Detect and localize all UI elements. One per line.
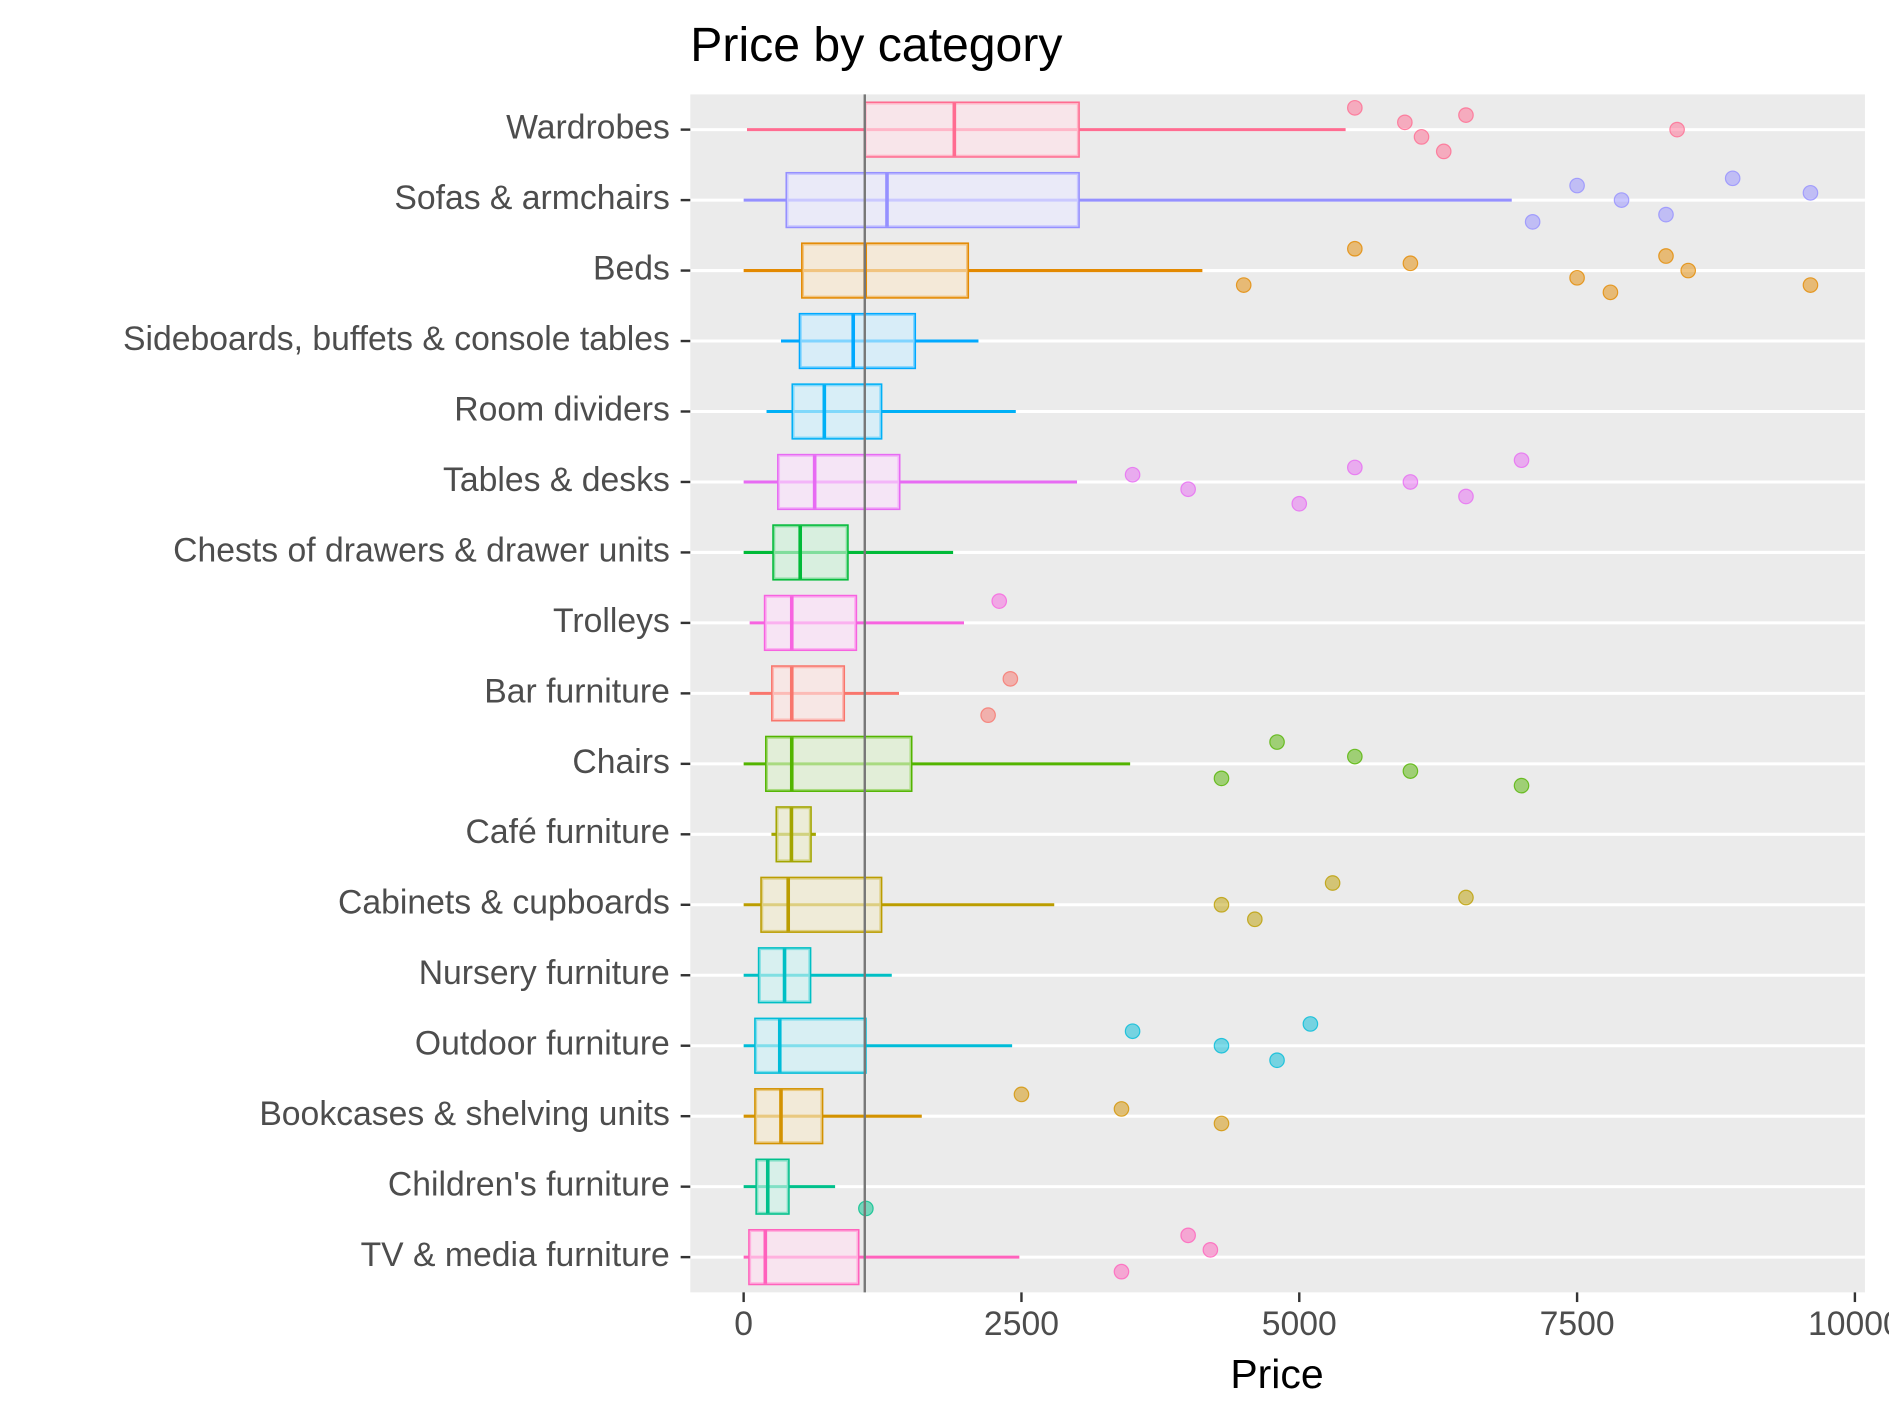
x-tick-label: 7500	[1540, 1305, 1615, 1343]
outlier	[1246, 911, 1263, 928]
outlier	[1669, 121, 1685, 138]
outlier	[1569, 269, 1585, 286]
outlier	[1569, 177, 1585, 194]
outlier	[1269, 1052, 1285, 1069]
y-tick-label: Trolleys	[553, 602, 670, 640]
outlier	[1802, 184, 1819, 201]
box-highlight	[756, 1160, 789, 1214]
y-tick-label: Bookcases & shelving units	[259, 1095, 670, 1133]
y-tick-label: Room dividers	[454, 390, 670, 428]
outlier	[1213, 1037, 1230, 1054]
x-tick-label: 2500	[984, 1305, 1059, 1343]
chart-title: Price by category	[690, 18, 1063, 72]
y-tick-label: Sideboards, buffets & console tables	[123, 320, 670, 358]
outlier	[1180, 481, 1196, 498]
outlier	[1113, 1101, 1130, 1117]
outlier	[1602, 284, 1619, 301]
y-tick-label: Café furniture	[466, 813, 670, 851]
outlier	[1402, 763, 1419, 779]
outlier	[1213, 1115, 1230, 1132]
outlier	[1213, 896, 1230, 913]
outlier	[1213, 770, 1230, 787]
box-highlight	[865, 102, 1079, 157]
outlier	[1458, 889, 1474, 906]
outlier	[1291, 495, 1308, 512]
x-tick-label: 10000	[1808, 1305, 1889, 1343]
box-highlight	[800, 314, 915, 368]
outlier	[1680, 262, 1697, 279]
y-tick-label: Bar furniture	[484, 672, 670, 710]
outlier	[1402, 255, 1419, 272]
outlier	[1347, 748, 1363, 765]
outlier	[1524, 214, 1541, 230]
outlier	[1347, 240, 1363, 257]
outlier	[1402, 474, 1419, 490]
outlier	[1002, 670, 1019, 687]
outlier	[1724, 170, 1741, 187]
x-tick-label: 5000	[1262, 1305, 1337, 1343]
box-highlight	[792, 384, 881, 439]
outlier	[1458, 107, 1474, 123]
box-highlight	[802, 243, 968, 298]
y-tick-label: Tables & desks	[443, 461, 670, 499]
box-highlight	[778, 455, 899, 509]
box-highlight	[749, 1230, 858, 1284]
outlier	[1269, 734, 1285, 750]
box-highlight	[755, 1089, 822, 1143]
y-tick-label: Cabinets & cupboards	[338, 884, 670, 922]
y-tick-label: TV & media furniture	[361, 1236, 670, 1274]
y-tick-label: Wardrobes	[506, 108, 670, 146]
outlier	[1658, 248, 1674, 264]
box-highlight	[776, 807, 811, 861]
y-tick-label: Sofas & armchairs	[394, 179, 669, 217]
outlier	[1113, 1263, 1130, 1280]
x-tick-label: 0	[734, 1305, 753, 1343]
box-highlight	[786, 173, 1079, 227]
outlier	[1613, 192, 1630, 208]
outlier	[1124, 466, 1141, 483]
outlier	[1458, 488, 1474, 505]
box-highlight	[765, 596, 856, 650]
outlier	[1347, 459, 1363, 476]
box-highlight	[766, 737, 912, 791]
outlier	[1413, 129, 1430, 145]
outlier	[1235, 277, 1252, 293]
outlier	[1124, 1023, 1141, 1040]
outlier	[1302, 1016, 1319, 1032]
outlier	[1347, 99, 1363, 116]
outlier	[1397, 114, 1413, 131]
y-tick-label: Children's furniture	[388, 1166, 670, 1204]
y-tick-label: Nursery furniture	[419, 954, 670, 992]
x-axis-title: Price	[1230, 1351, 1323, 1397]
outlier	[1180, 1227, 1196, 1244]
outlier	[1435, 143, 1452, 160]
box-highlight	[761, 878, 881, 932]
outlier	[1658, 206, 1674, 223]
box-highlight	[773, 525, 848, 580]
outlier	[1513, 777, 1530, 794]
box-highlight	[772, 666, 844, 720]
outlier	[1513, 452, 1530, 469]
box-highlight	[755, 1019, 866, 1073]
y-tick-label: Outdoor furniture	[415, 1025, 670, 1063]
y-tick-label: Beds	[593, 249, 670, 287]
outlier	[991, 593, 1008, 609]
outlier	[980, 707, 996, 724]
y-tick-label: Chests of drawers & drawer units	[173, 531, 670, 569]
outlier	[1202, 1242, 1219, 1258]
outlier	[1802, 277, 1819, 293]
outlier	[1324, 875, 1341, 891]
outlier	[1013, 1086, 1030, 1103]
y-tick-label: Chairs	[572, 743, 669, 781]
